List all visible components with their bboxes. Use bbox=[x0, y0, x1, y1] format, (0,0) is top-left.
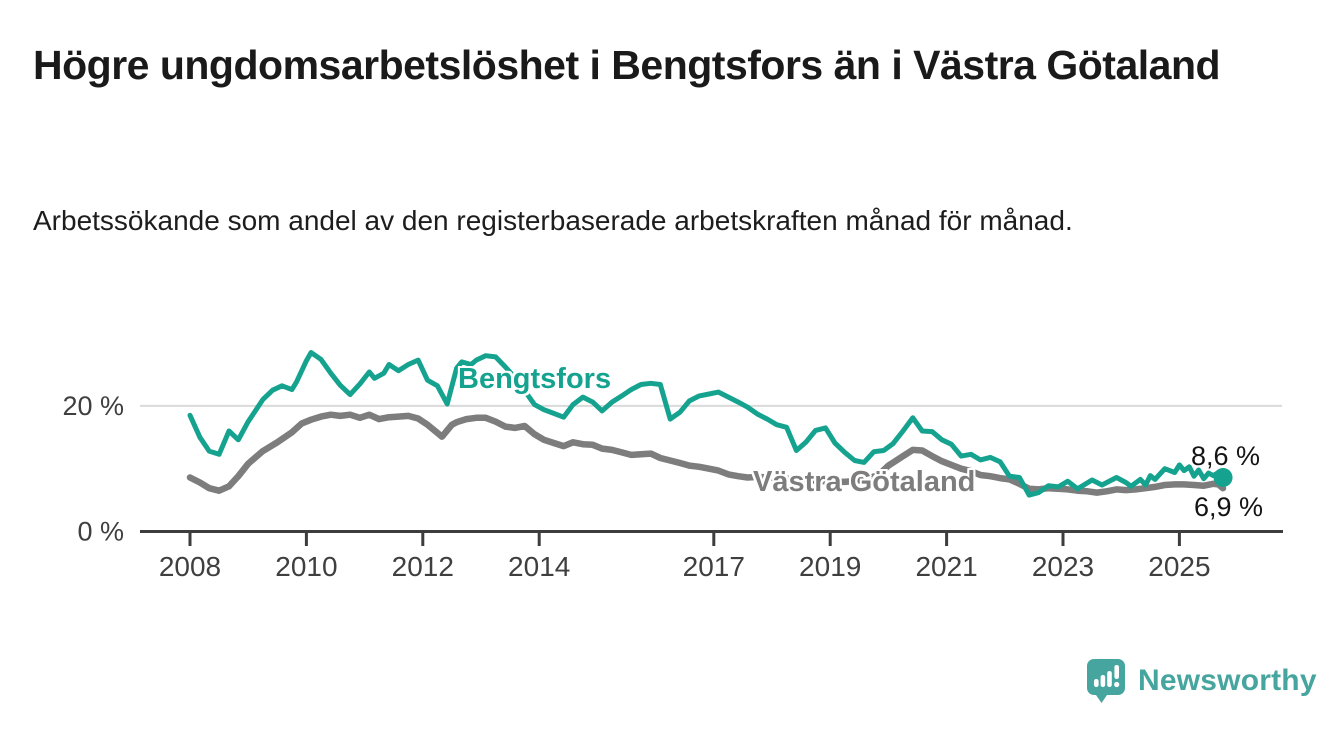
line-vastra-gotaland bbox=[186, 411, 1227, 496]
x-tick-label: 2017 bbox=[683, 551, 745, 582]
y-tick-label: 0 % bbox=[77, 517, 124, 547]
page-title: Högre ungdomsarbetslöshet i Bengtsfors ä… bbox=[33, 42, 1221, 88]
x-tick-label: 2008 bbox=[159, 551, 221, 582]
speech-bubble-bar-chart-icon bbox=[1087, 659, 1125, 703]
brand-wordmark: Newsworthy bbox=[1138, 664, 1317, 697]
x-tick-label: 2021 bbox=[915, 551, 977, 582]
line-bengtsfors bbox=[187, 350, 1226, 498]
x-tick-label: 2014 bbox=[508, 551, 570, 582]
y-tick-label: 20 % bbox=[62, 391, 124, 421]
x-tick-label: 2023 bbox=[1032, 551, 1094, 582]
page-subtitle: Arbetssökande som andel av den registerb… bbox=[33, 205, 1073, 236]
series-label-vastra-gotaland: Västra Götaland bbox=[753, 466, 976, 498]
latest-point-dot bbox=[1213, 467, 1233, 487]
x-tick-label: 2012 bbox=[392, 551, 454, 582]
latest-value-vastra-gotaland: 6,9 % bbox=[1194, 492, 1264, 522]
series-label-bengtsfors: Bengtsfors bbox=[458, 363, 612, 395]
x-tick-label: 2010 bbox=[275, 551, 337, 582]
latest-value-bengtsfors: 8,6 % bbox=[1191, 441, 1261, 471]
x-tick-label: 2019 bbox=[799, 551, 861, 582]
x-tick-label: 2025 bbox=[1148, 551, 1210, 582]
newsworthy-logo: Newsworthy bbox=[1086, 658, 1317, 704]
